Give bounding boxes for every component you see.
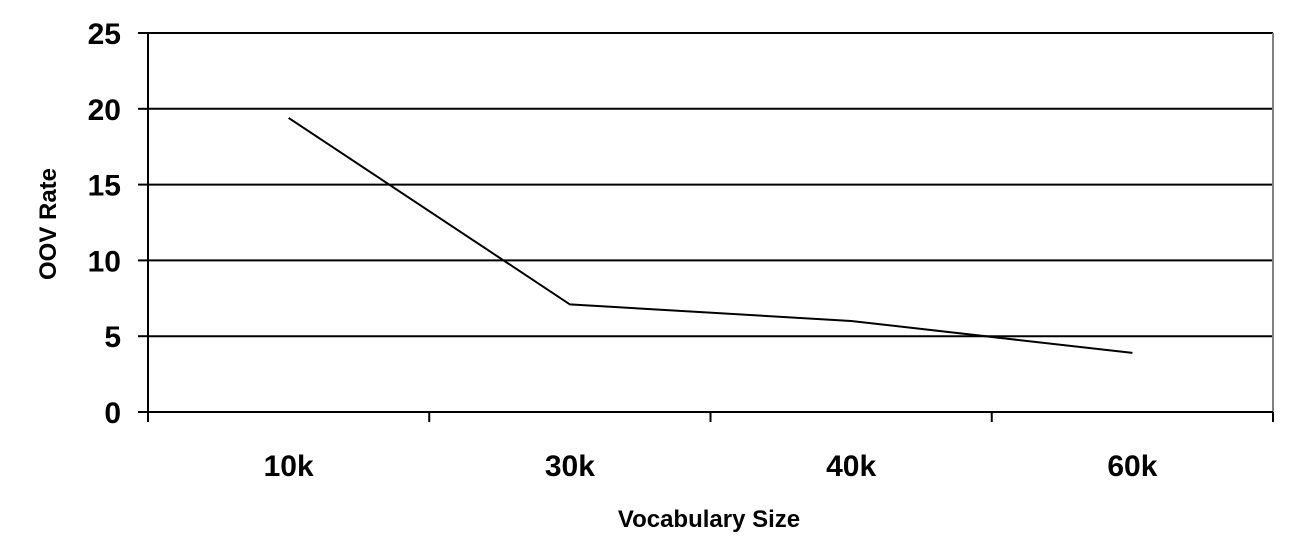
y-tick-label: 25 — [88, 18, 121, 51]
x-tick-label: 40k — [826, 450, 876, 483]
series-line — [288, 117, 1133, 354]
y-tick-label: 0 — [104, 397, 121, 430]
x-tick-label: 10k — [264, 450, 314, 483]
y-tick-label: 10 — [88, 245, 121, 278]
y-tick-labels: 0 5 10 15 20 25 — [88, 18, 121, 430]
y-tick-label: 20 — [88, 94, 121, 127]
y-ticks — [138, 32, 148, 413]
series-group — [288, 117, 1133, 354]
y-tick-label: 5 — [104, 321, 121, 354]
y-axis-title: OOV Rate — [35, 168, 62, 280]
x-tick-label: 30k — [545, 450, 595, 483]
x-ticks — [147, 412, 1274, 422]
y-tick-label: 15 — [88, 170, 121, 203]
x-tick-label: 60k — [1107, 450, 1157, 483]
x-tick-labels: 10k 30k 40k 60k — [264, 450, 1158, 483]
x-axis-title: Vocabulary Size — [618, 506, 800, 533]
gridlines — [148, 32, 1273, 338]
